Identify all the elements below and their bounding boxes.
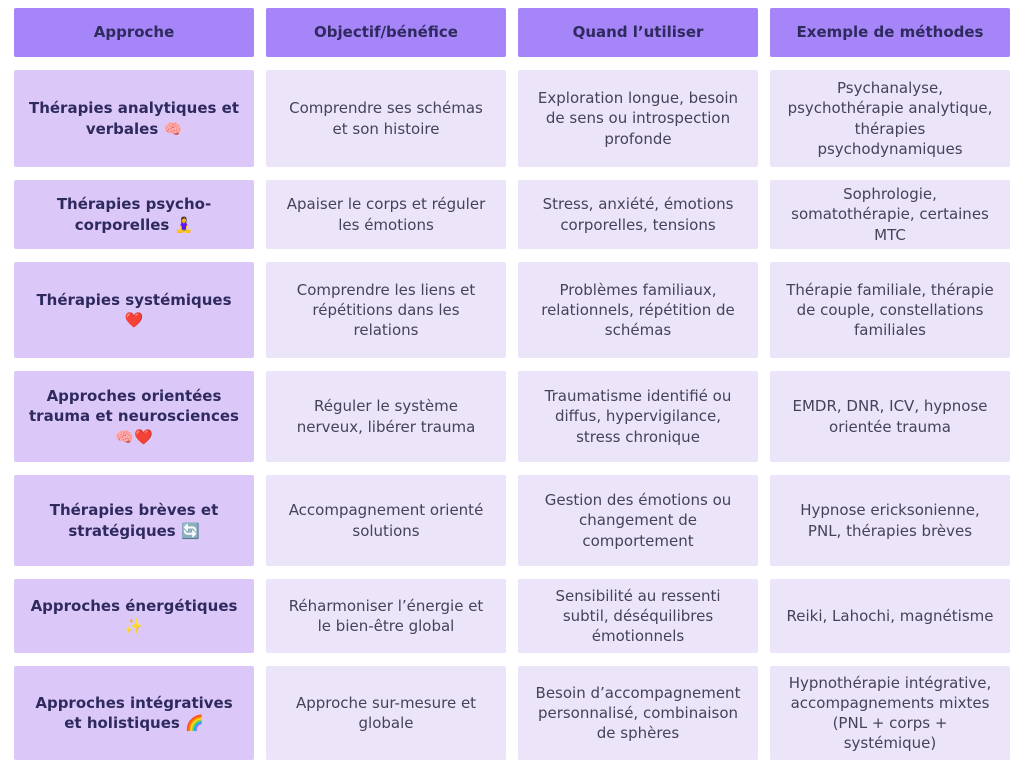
cell-objectif: Réharmoniser l’énergie et le bien-être g… bbox=[266, 579, 506, 653]
cell-objectif: Comprendre les liens et répétitions dans… bbox=[266, 262, 506, 358]
cell-methodes: Sophrologie, somatothérapie, certaines M… bbox=[770, 180, 1010, 249]
cell-quand: Besoin d’accompagnement personnalisé, co… bbox=[518, 666, 758, 760]
cell-methodes: Thérapie familiale, thérapie de couple, … bbox=[770, 262, 1010, 358]
row-header-therapies-breves-strategiques: Thérapies brèves et stratégiques 🔄 bbox=[14, 475, 254, 566]
cell-objectif: Approche sur-mesure et globale bbox=[266, 666, 506, 760]
row-header-therapies-systemiques: Thérapies systémiques ❤️ bbox=[14, 262, 254, 358]
cell-quand: Gestion des émotions ou changement de co… bbox=[518, 475, 758, 566]
cell-objectif: Apaiser le corps et réguler les émotions bbox=[266, 180, 506, 249]
row-header-therapies-analytiques: Thérapies analytiques et verbales 🧠 bbox=[14, 70, 254, 167]
column-header-objectif: Objectif/bénéfice bbox=[266, 8, 506, 57]
cell-methodes: Hypnothérapie intégrative, accompagnemen… bbox=[770, 666, 1010, 760]
cell-objectif: Réguler le système nerveux, libérer trau… bbox=[266, 371, 506, 462]
row-header-approches-integratives-holistiques: Approches intégratives et holistiques 🌈 bbox=[14, 666, 254, 760]
cell-quand: Stress, anxiété, émotions corporelles, t… bbox=[518, 180, 758, 249]
cell-objectif: Comprendre ses schémas et son histoire bbox=[266, 70, 506, 167]
column-header-methodes: Exemple de méthodes bbox=[770, 8, 1010, 57]
cell-methodes: Hypnose ericksonienne, PNL, thérapies br… bbox=[770, 475, 1010, 566]
cell-objectif: Accompagnement orienté solutions bbox=[266, 475, 506, 566]
cell-methodes: Psychanalyse, psychothérapie analytique,… bbox=[770, 70, 1010, 167]
cell-methodes: Reiki, Lahochi, magnétisme bbox=[770, 579, 1010, 653]
cell-quand: Exploration longue, besoin de sens ou in… bbox=[518, 70, 758, 167]
column-header-quand: Quand l’utiliser bbox=[518, 8, 758, 57]
therapy-approaches-table: Approche Objectif/bénéfice Quand l’utili… bbox=[14, 8, 1010, 760]
row-header-approches-energetiques: Approches énergétiques ✨ bbox=[14, 579, 254, 653]
row-header-approches-trauma-neurosciences: Approches orientées trauma et neuroscien… bbox=[14, 371, 254, 462]
cell-quand: Problèmes familiaux, relationnels, répét… bbox=[518, 262, 758, 358]
cell-methodes: EMDR, DNR, ICV, hypnose orientée trauma bbox=[770, 371, 1010, 462]
cell-quand: Sensibilité au ressenti subtil, déséquil… bbox=[518, 579, 758, 653]
column-header-approche: Approche bbox=[14, 8, 254, 57]
row-header-therapies-psycho-corporelles: Thérapies psycho-corporelles 🧘‍♀️ bbox=[14, 180, 254, 249]
cell-quand: Traumatisme identifié ou diffus, hypervi… bbox=[518, 371, 758, 462]
